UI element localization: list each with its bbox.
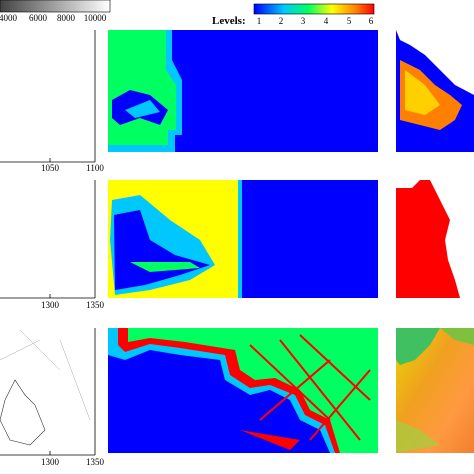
level-map-2 xyxy=(108,180,378,298)
x-tick-label: 1350 xyxy=(86,300,105,310)
terrain-lines xyxy=(0,329,91,421)
colorbar-tick: 1 xyxy=(257,16,262,26)
field-panel-2 xyxy=(396,180,474,298)
level-map-3 xyxy=(108,328,378,453)
colorbar-tick: 6 xyxy=(369,16,374,26)
x-tick-label: 1100 xyxy=(86,163,104,173)
colorbar-tick: 8000 xyxy=(57,13,76,23)
terrain-sketch xyxy=(0,379,46,446)
colorbar-tick: 2 xyxy=(279,16,284,26)
colorbar-tick: 4 xyxy=(324,16,329,26)
x-tick-label: 1050 xyxy=(41,163,60,173)
levels-colorbar xyxy=(253,3,375,15)
level-map-1 xyxy=(108,30,378,152)
field-panel-3 xyxy=(396,328,474,453)
colorbar-tick: 10000 xyxy=(84,13,107,23)
colorbar-tick: 5 xyxy=(347,16,352,26)
field-panel-1 xyxy=(396,30,474,152)
colorbar-tick: 4000 xyxy=(0,13,18,23)
colorbar-tick: 6000 xyxy=(29,13,48,23)
x-tick-label: 1300 xyxy=(41,457,60,467)
x-tick-label: 1300 xyxy=(41,300,60,310)
levels-label: Levels: xyxy=(212,15,246,27)
x-tick-label: 1350 xyxy=(86,457,105,467)
left-axes xyxy=(0,30,96,456)
grayscale-colorbar xyxy=(0,0,111,13)
colorbar-tick: 3 xyxy=(301,16,306,26)
